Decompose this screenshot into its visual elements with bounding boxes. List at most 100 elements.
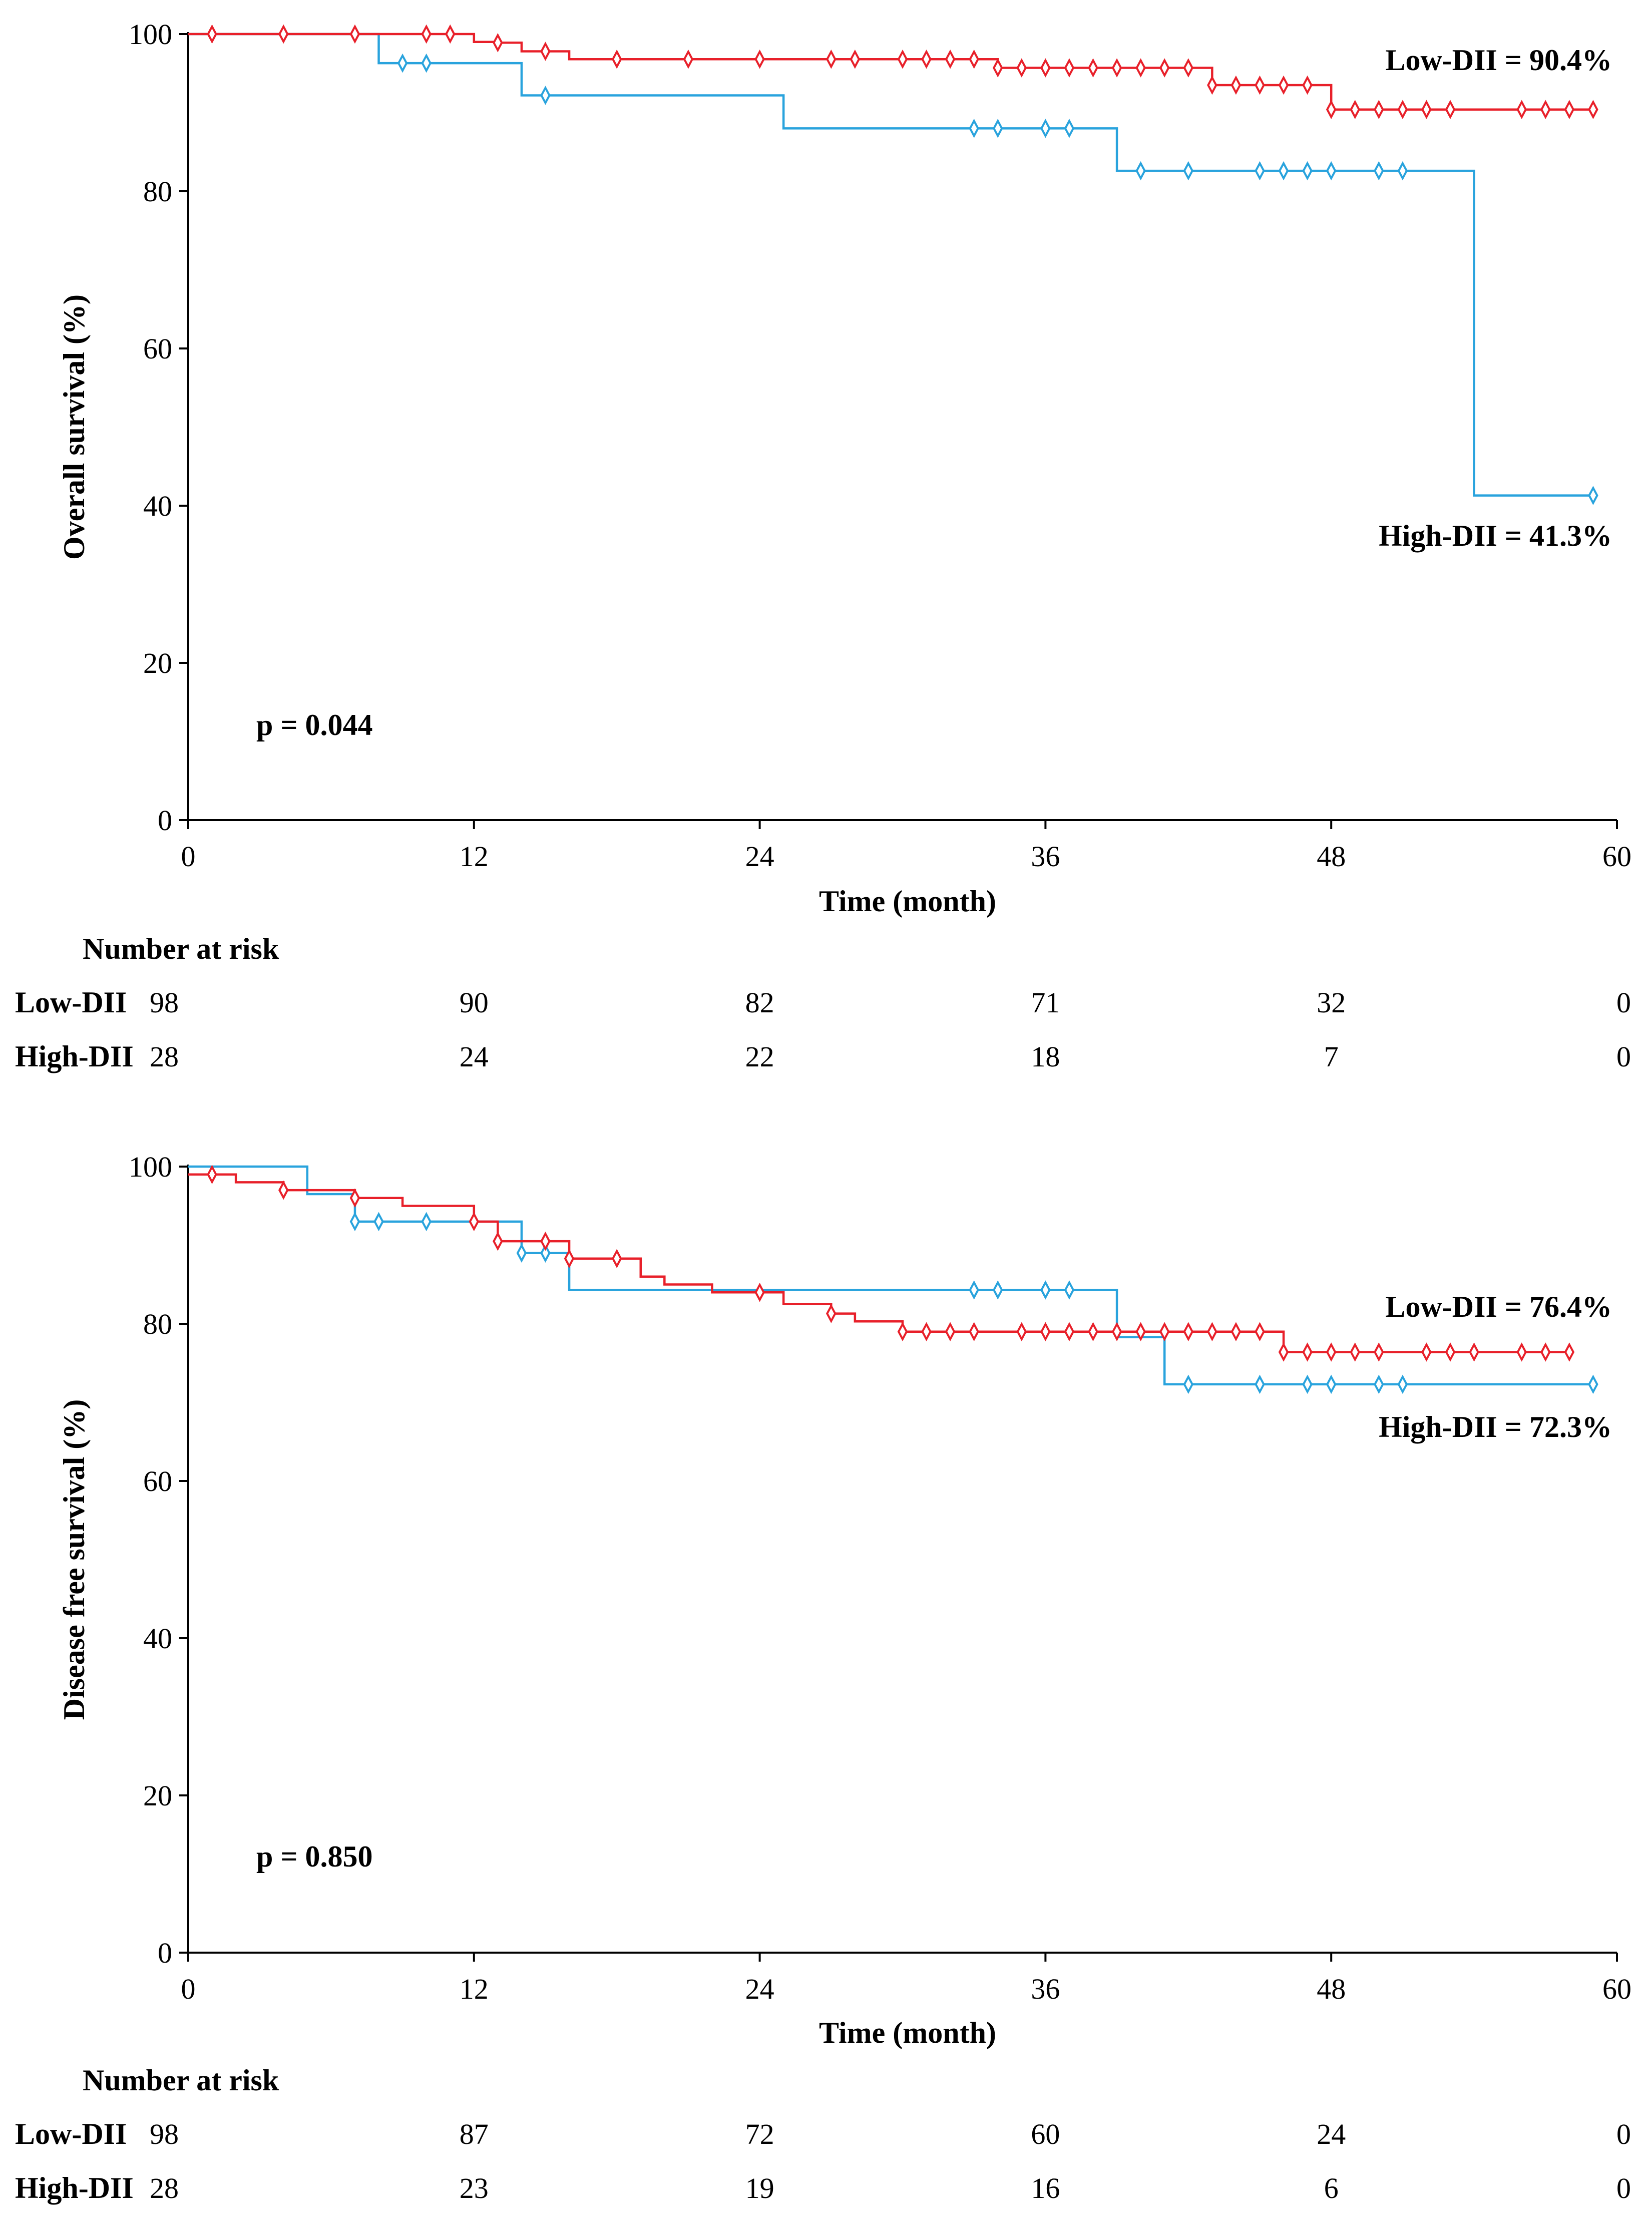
risk-count: 87: [460, 2118, 489, 2150]
censor-mark: [611, 49, 622, 69]
censor-mark: [1588, 100, 1598, 119]
low-dii-end-label: Low-DII = 76.4%: [1385, 1290, 1612, 1323]
censor-mark: [1516, 1342, 1527, 1362]
y-tick-label: 100: [129, 18, 172, 51]
censor-mark: [1302, 75, 1313, 95]
risk-table: Number at risk Low-DII 98 90 82 71 32 0 High-DII…: [15, 932, 1631, 1073]
censor-mark: [1207, 1322, 1217, 1341]
censor-mark: [1040, 1280, 1051, 1300]
x-tick-label: 48: [1317, 840, 1346, 873]
risk-count: 24: [460, 1040, 489, 1073]
censor-mark: [993, 119, 1003, 138]
censor-mark: [564, 1249, 575, 1268]
risk-count: 71: [1031, 986, 1060, 1019]
censor-mark: [1135, 1322, 1146, 1341]
risk-count: 0: [1616, 986, 1631, 1019]
risk-count: 82: [745, 986, 774, 1019]
risk-count: 22: [745, 1040, 774, 1073]
y-tick-label: 80: [143, 175, 172, 208]
x-tick-label: 24: [745, 840, 774, 873]
y-tick-label: 40: [143, 1622, 172, 1655]
survival-curve-low-dii: [188, 1173, 1569, 1353]
censor-mark: [1207, 75, 1217, 95]
y-tick-label: 20: [143, 647, 172, 679]
risk-count: 28: [150, 1040, 179, 1073]
y-tick-label: 60: [143, 1465, 172, 1498]
censor-mark: [1588, 486, 1598, 505]
censor-mark: [1255, 1322, 1265, 1341]
risk-count: 98: [150, 986, 179, 1019]
series-high-dii: [188, 1165, 1598, 1394]
y-tick-label: 0: [158, 804, 172, 837]
censor-mark: [421, 1212, 432, 1232]
censor-mark: [1064, 58, 1075, 78]
censor-mark: [897, 49, 908, 69]
risk-count: 90: [460, 986, 489, 1019]
risk-count: 60: [1031, 2118, 1060, 2150]
censor-mark: [826, 49, 837, 69]
censor-mark: [993, 1280, 1003, 1300]
censor-mark: [1302, 1342, 1313, 1362]
censor-mark: [921, 1322, 932, 1341]
censor-mark: [1183, 1374, 1194, 1394]
risk-count: 16: [1031, 2172, 1060, 2204]
y-tick-label: 20: [143, 1779, 172, 1812]
censor-mark: [540, 1231, 551, 1251]
censor-mark: [397, 53, 408, 73]
km-panel-1: 0 20 40 60 80 100 0 12 24 36 48 60 Overall survival …: [15, 18, 1631, 1073]
risk-count: 0: [1616, 2118, 1631, 2150]
censor-mark: [1350, 100, 1361, 119]
x-tick-label: 12: [460, 1973, 489, 2005]
censor-mark: [516, 1243, 527, 1263]
x-axis-label: Time (month): [819, 2016, 996, 2049]
risk-count: 0: [1616, 2172, 1631, 2204]
risk-row-label-high-dii: High-DII: [15, 2171, 134, 2204]
risk-count: 32: [1317, 986, 1346, 1019]
censor-mark: [1064, 1280, 1075, 1300]
series-low-dii: [188, 24, 1598, 119]
x-tick-label: 36: [1031, 1973, 1060, 2005]
censor-mark: [1326, 161, 1337, 181]
censor-mark: [1564, 1342, 1575, 1362]
high-dii-end-label: High-DII = 72.3%: [1379, 1410, 1612, 1443]
censor-mark: [1469, 1342, 1479, 1362]
x-tick-label: 0: [181, 840, 196, 873]
censor-mark: [921, 49, 932, 69]
censor-mark: [445, 24, 456, 44]
risk-count: 23: [460, 2172, 489, 2204]
censor-mark: [493, 33, 503, 53]
censor-mark: [945, 1322, 956, 1341]
censor-mark: [1350, 1342, 1361, 1362]
risk-count: 28: [150, 2172, 179, 2204]
censor-mark: [1064, 119, 1075, 138]
censor-mark: [373, 1212, 384, 1232]
censor-mark: [421, 24, 432, 44]
censor-mark: [1445, 1342, 1456, 1362]
censor-mark: [1255, 161, 1265, 181]
y-tick-label: 60: [143, 332, 172, 365]
risk-count: 19: [745, 2172, 774, 2204]
censor-mark: [969, 1280, 979, 1300]
censor-mark: [540, 1243, 551, 1263]
censor-mark: [1278, 75, 1289, 95]
censor-mark: [1588, 1374, 1598, 1394]
censor-mark: [1040, 58, 1051, 78]
censor-mark: [1255, 1374, 1265, 1394]
censor-mark: [1326, 1342, 1337, 1362]
censor-mark: [1302, 1374, 1313, 1394]
risk-count: 0: [1616, 1040, 1631, 1073]
censor-mark: [969, 49, 979, 69]
x-tick-label: 12: [460, 840, 489, 873]
censor-mark: [1374, 161, 1384, 181]
risk-count: 98: [150, 2118, 179, 2150]
censor-mark: [1516, 100, 1527, 119]
risk-count: 18: [1031, 1040, 1060, 1073]
censor-mark: [207, 24, 217, 44]
risk-table-title: Number at risk: [83, 932, 279, 965]
censor-mark: [683, 49, 694, 69]
censor-mark: [1183, 58, 1194, 78]
risk-count: 24: [1317, 2118, 1346, 2150]
censor-mark: [1040, 119, 1051, 138]
